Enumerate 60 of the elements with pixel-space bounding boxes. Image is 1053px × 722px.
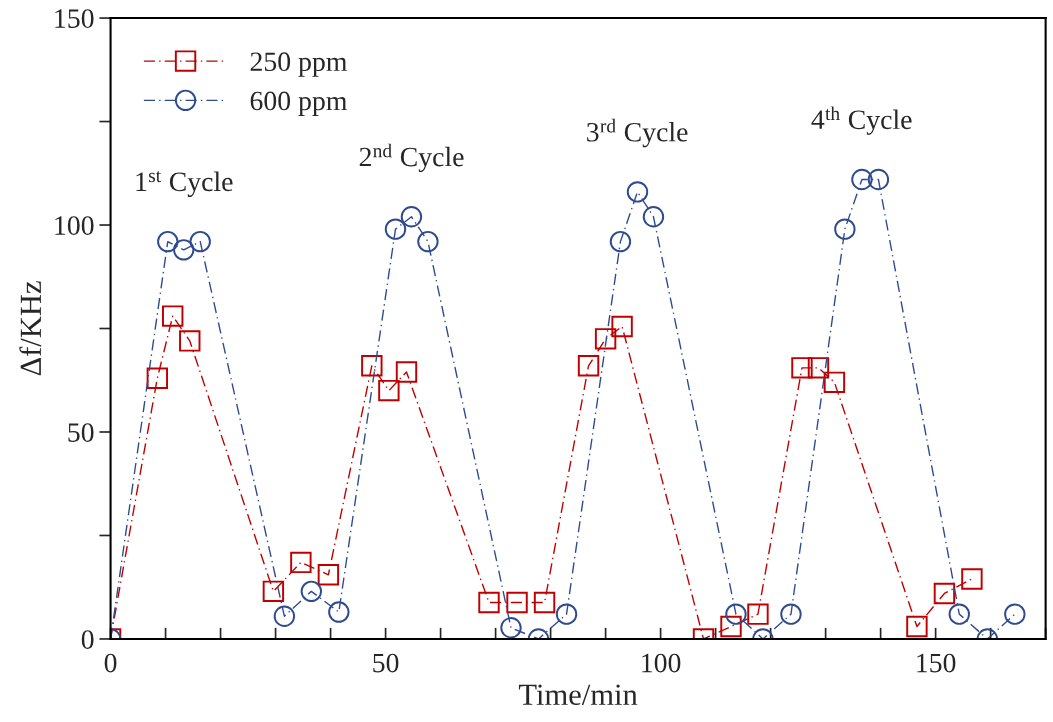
point: [577, 355, 600, 377]
annotation: 1$^{st}$ Cycle: [136, 171, 233, 197]
point: [300, 580, 323, 603]
legend-label: 250 ppm: [250, 52, 348, 77]
x-tick-label: 150: [917, 653, 956, 673]
point: [867, 168, 890, 191]
point: [961, 568, 983, 590]
y-tick-label: 0: [81, 630, 94, 649]
point: [780, 603, 802, 625]
point: [594, 328, 617, 350]
x-axis-title: Time/min: [518, 684, 638, 706]
point: [189, 230, 211, 253]
point: [506, 591, 528, 614]
y-axis-title: Δf/KHz: [19, 281, 42, 376]
y-tick-label: 50: [68, 423, 94, 442]
point: [791, 357, 813, 379]
annotation: 4$^{th}$ Cycle: [811, 106, 912, 135]
point: [361, 355, 383, 377]
point: [157, 230, 179, 253]
point: [400, 206, 423, 228]
point: [555, 603, 578, 625]
legend-label: 600 ppm: [250, 91, 348, 116]
point: [948, 603, 970, 625]
x-tick-label: 50: [373, 653, 399, 673]
point: [146, 367, 169, 389]
point: [262, 580, 285, 603]
point: [725, 603, 747, 625]
point: [290, 551, 312, 574]
x-tick-label: 0: [104, 653, 117, 673]
annotation: 3$^{rd}$ Cycle: [587, 118, 688, 148]
point: [384, 218, 407, 240]
point: [273, 605, 296, 627]
point: [179, 330, 201, 352]
point: [642, 206, 665, 228]
point: [626, 181, 649, 203]
x-tick-label: 100: [642, 653, 681, 673]
point: [720, 615, 742, 638]
point: [478, 591, 500, 614]
point: [395, 361, 418, 383]
point: [933, 582, 956, 605]
point: [747, 603, 769, 625]
point: [851, 168, 873, 191]
point: [611, 315, 633, 338]
point: [533, 591, 556, 614]
point: [317, 564, 340, 586]
point: [162, 305, 184, 327]
annotation: 2$^{nd}$ Cycle: [359, 143, 464, 173]
point: [807, 357, 830, 379]
point: [500, 617, 522, 639]
point: [906, 615, 928, 638]
point: [378, 379, 400, 402]
point: [609, 230, 632, 253]
point: [823, 371, 846, 394]
y-tick-label: 150: [55, 9, 94, 28]
y-tick-label: 100: [55, 216, 94, 235]
point: [834, 218, 856, 240]
point: [417, 230, 439, 253]
point: [1004, 603, 1026, 625]
point: [173, 239, 195, 261]
point: [328, 601, 350, 623]
